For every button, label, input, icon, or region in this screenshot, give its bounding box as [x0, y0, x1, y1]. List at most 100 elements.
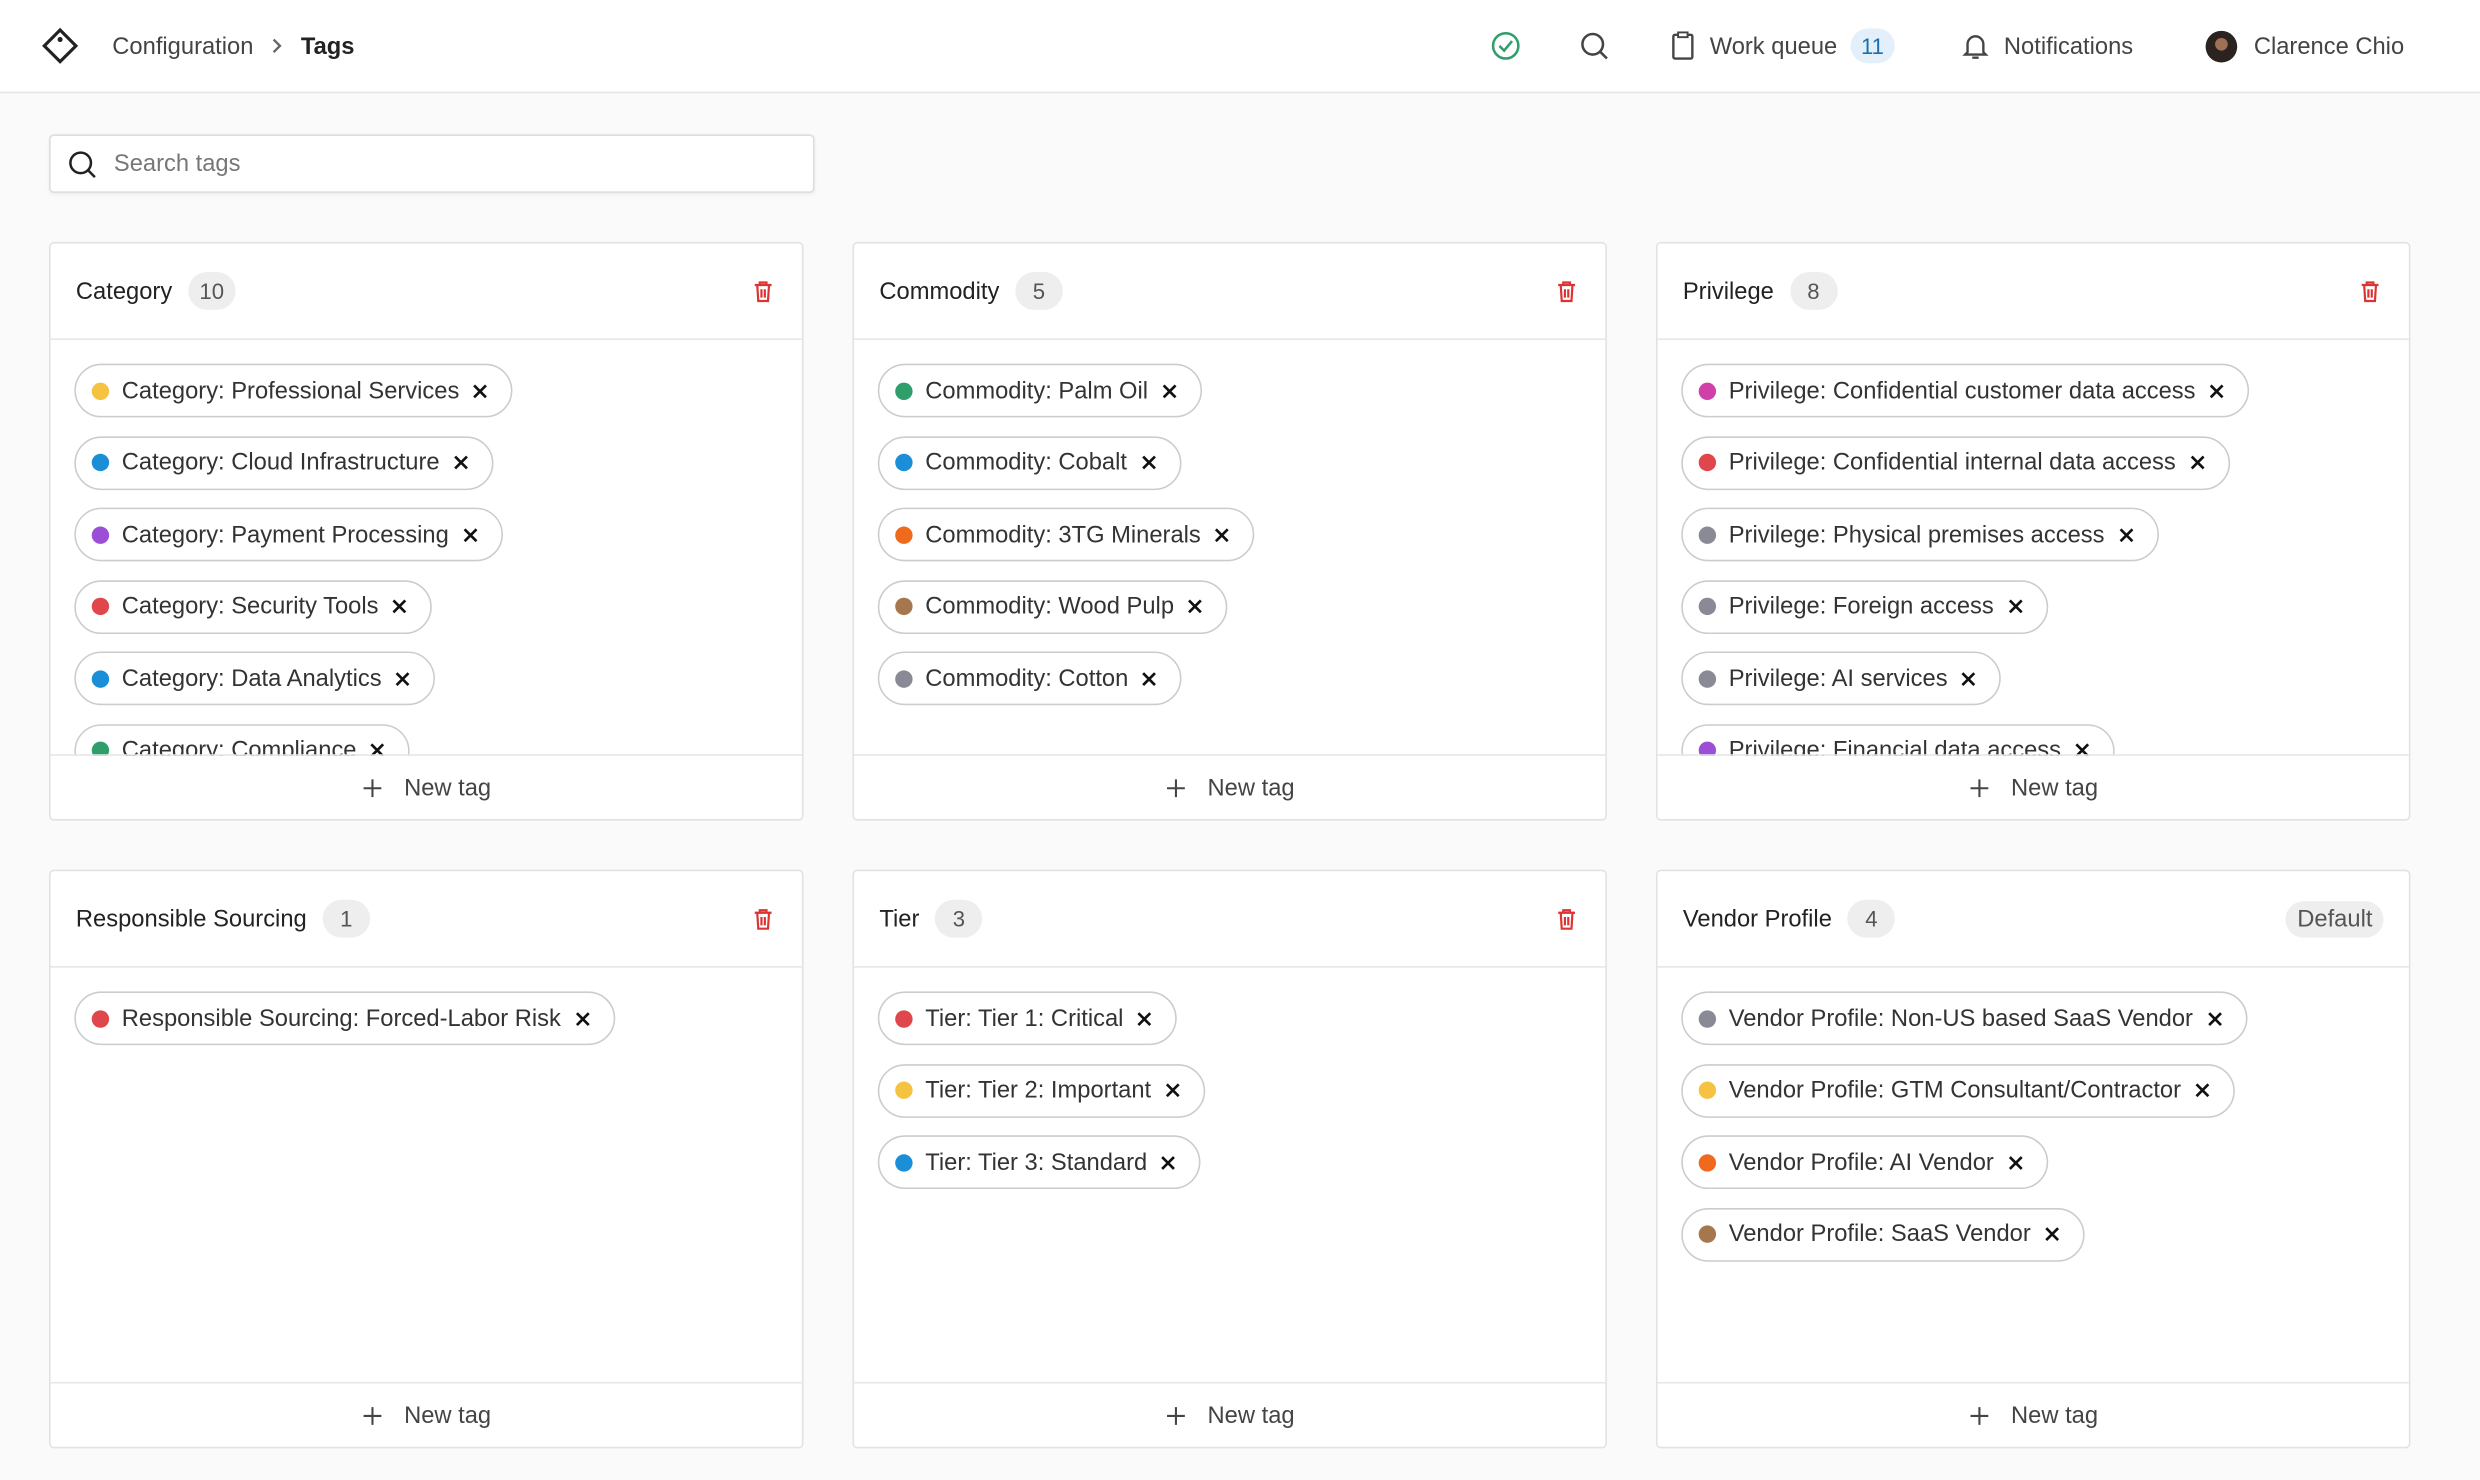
- new-tag-button[interactable]: New tag: [50, 754, 802, 819]
- delete-group[interactable]: [1553, 905, 1580, 932]
- work-queue[interactable]: Work queue 11: [1667, 0, 1896, 92]
- delete-group[interactable]: [1553, 278, 1580, 305]
- tag-label: Category: Payment Processing: [121, 521, 449, 548]
- tag-pill: Commodity: Wood Pulp: [877, 579, 1228, 634]
- user-menu[interactable]: Clarence Chio: [2205, 0, 2404, 92]
- tag-label: Privilege: Physical premises access: [1728, 521, 2105, 548]
- tag-pill: Privilege: Financial data access: [1681, 723, 2115, 756]
- remove-tag[interactable]: [449, 451, 473, 475]
- tag-label: Commodity: Palm Oil: [925, 377, 1149, 404]
- remove-tag[interactable]: [1136, 451, 1160, 475]
- plus-icon: [364, 1406, 383, 1425]
- new-tag-button[interactable]: New tag: [50, 1381, 802, 1447]
- tag-pill: Vendor Profile: GTM Consultant/Contracto…: [1681, 1063, 2235, 1118]
- tag-label: Privilege: Financial data access: [1728, 736, 2062, 756]
- remove-tag[interactable]: [1157, 1150, 1181, 1174]
- breadcrumb-link[interactable]: Configuration: [112, 32, 254, 60]
- tag-list: Tier: Tier 1: Critical Tier: Tier 2: Impo…: [854, 968, 1605, 1384]
- tag-pill: Tier: Tier 3: Standard: [877, 1135, 1202, 1190]
- remove-tag[interactable]: [1957, 666, 1981, 690]
- remove-tag[interactable]: [2202, 1006, 2226, 1030]
- tag-dot: [1698, 741, 1717, 756]
- group-name: Privilege: [1682, 277, 1774, 305]
- remove-tag[interactable]: [1133, 1006, 1157, 1030]
- remove-tag[interactable]: [2191, 1078, 2215, 1102]
- tag-list: Category: Professional Services Category:…: [51, 340, 802, 756]
- group-name: Commodity: [879, 277, 1000, 305]
- remove-tag[interactable]: [570, 1006, 594, 1030]
- tag-list: Privilege: Confidential customer data ac…: [1658, 340, 2409, 756]
- group-count: 1: [322, 899, 370, 938]
- remove-tag[interactable]: [2205, 379, 2229, 403]
- new-tag-button[interactable]: New tag: [1657, 1381, 2409, 1447]
- tag-dot: [1698, 1081, 1717, 1099]
- tag-dot: [895, 525, 913, 544]
- tag-group-card: Privilege 8 Privilege: Confidential custom…: [1655, 241, 2411, 821]
- remove-tag[interactable]: [458, 523, 482, 547]
- default-badge: Default: [2286, 900, 2384, 937]
- remove-tag[interactable]: [2071, 738, 2095, 756]
- remove-tag[interactable]: [1138, 666, 1162, 690]
- new-tag-label: New tag: [2011, 1401, 2099, 1429]
- group-count: 8: [1789, 271, 1838, 310]
- remove-tag[interactable]: [1158, 379, 1182, 403]
- tag-dot: [1698, 1009, 1717, 1027]
- tag-pill: Category: Compliance: [74, 723, 411, 756]
- new-tag-label: New tag: [404, 1401, 492, 1429]
- delete-group[interactable]: [750, 905, 777, 932]
- remove-tag[interactable]: [469, 379, 493, 403]
- group-count: 4: [1847, 899, 1896, 938]
- tag-dot: [91, 381, 110, 400]
- new-tag-button[interactable]: New tag: [1657, 754, 2409, 819]
- status-icon[interactable]: [1490, 30, 1522, 62]
- search-icon[interactable]: [1578, 30, 1610, 62]
- remove-tag[interactable]: [2114, 523, 2138, 547]
- plus-icon: [1971, 778, 1990, 797]
- tag-label: Commodity: 3TG Minerals: [925, 521, 1201, 548]
- chevron: [273, 38, 282, 54]
- card-header: Category 10: [50, 244, 802, 340]
- remove-tag[interactable]: [388, 595, 412, 619]
- tag-pill: Commodity: Cobalt: [877, 435, 1181, 490]
- tag-group-card: Responsible Sourcing 1 Responsible Sourcin…: [49, 869, 804, 1449]
- tag-label: Category: Cloud Infrastructure: [121, 449, 440, 476]
- tag-label: Privilege: Confidential customer data ac…: [1728, 377, 2196, 404]
- new-tag-button[interactable]: New tag: [854, 754, 1606, 819]
- plus-icon: [364, 778, 383, 797]
- group-count: 3: [935, 899, 983, 938]
- tag-dot: [91, 453, 110, 472]
- tag-label: Commodity: Cobalt: [925, 449, 1127, 476]
- tag-label: Category: Professional Services: [121, 377, 460, 404]
- remove-tag[interactable]: [1210, 523, 1234, 547]
- search-box[interactable]: Search tags: [49, 134, 815, 193]
- tag-pill: Tier: Tier 2: Important: [877, 1063, 1205, 1118]
- tag-label: Vendor Profile: GTM Consultant/Contracto…: [1728, 1076, 2182, 1104]
- tag-pill: Category: Cloud Infrastructure: [74, 435, 494, 490]
- tag-pill: Category: Professional Services: [74, 363, 514, 418]
- remove-tag[interactable]: [2003, 1150, 2027, 1174]
- remove-tag[interactable]: [1184, 595, 1208, 619]
- new-tag-button[interactable]: New tag: [854, 1381, 1606, 1447]
- remove-tag[interactable]: [391, 666, 415, 690]
- delete-group[interactable]: [750, 278, 777, 305]
- notifications[interactable]: Notifications: [1960, 0, 2133, 92]
- tag-dot: [895, 381, 913, 400]
- remove-tag[interactable]: [1161, 1078, 1185, 1102]
- tag-label: Tier: Tier 3: Standard: [925, 1148, 1148, 1176]
- tag-group-card: Vendor Profile 4 Default Vendor Profile: No…: [1655, 869, 2411, 1449]
- remove-tag[interactable]: [2003, 595, 2027, 619]
- tag-group-card: Commodity 5 Commodity: Palm Oil Commodity: …: [852, 241, 1607, 821]
- remove-tag[interactable]: [2185, 451, 2209, 475]
- card-header: Responsible Sourcing 1: [50, 871, 802, 968]
- delete-group[interactable]: [2357, 278, 2384, 305]
- logo[interactable]: [41, 27, 79, 65]
- remove-tag[interactable]: [2040, 1222, 2064, 1246]
- tag-label: Vendor Profile: Non-US based SaaS Vendor: [1728, 1004, 2193, 1032]
- new-tag-label: New tag: [1207, 1401, 1295, 1429]
- tag-pill: Vendor Profile: AI Vendor: [1681, 1135, 2048, 1190]
- tag-dot: [1698, 597, 1717, 616]
- plus-icon: [1971, 1406, 1990, 1425]
- remove-tag[interactable]: [366, 738, 390, 756]
